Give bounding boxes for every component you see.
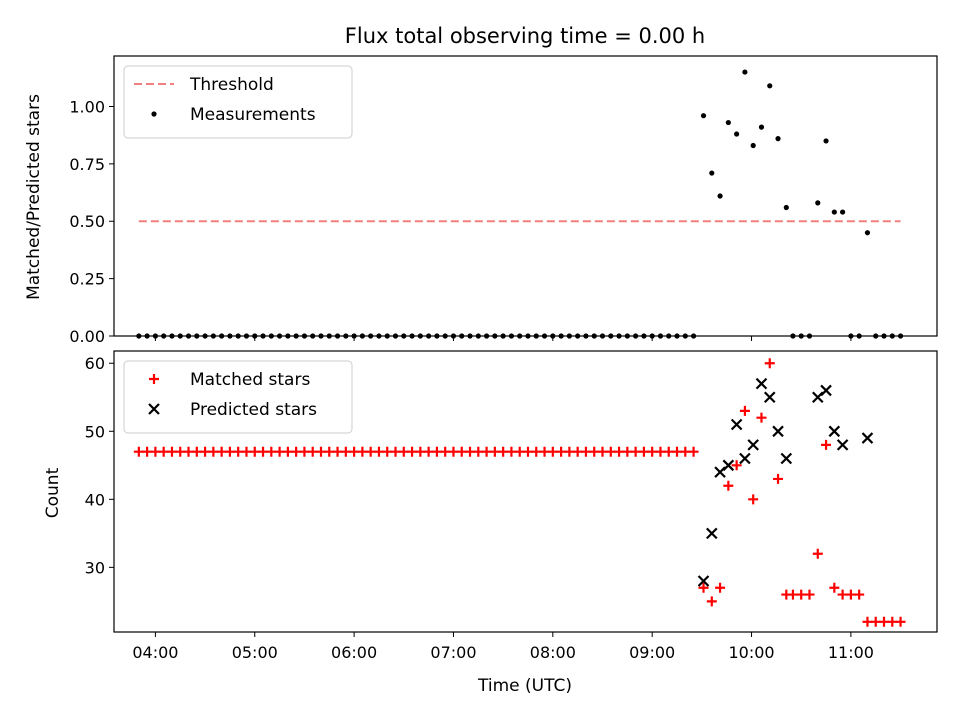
data-point xyxy=(864,230,871,236)
data-point xyxy=(758,124,765,130)
data-point xyxy=(750,142,756,149)
data-point xyxy=(815,200,821,206)
y-tick-label: 0.25 xyxy=(69,270,105,289)
data-point xyxy=(861,432,874,444)
data-point xyxy=(739,452,751,465)
x-tick-label: 09:00 xyxy=(629,643,675,662)
data-point xyxy=(756,412,767,423)
data-point xyxy=(717,193,723,199)
data-point xyxy=(823,138,829,144)
data-point xyxy=(723,480,734,491)
x-tick-label: 08:00 xyxy=(530,643,576,662)
data-point xyxy=(706,596,717,607)
top-plot: 0.00 0.25 0.50 0.75 1.00 Threshold Measurement… xyxy=(69,55,938,346)
data-point xyxy=(767,83,773,89)
x-tick-label: 06:00 xyxy=(331,643,377,662)
data-point xyxy=(755,377,768,390)
y-tick-label: 40 xyxy=(85,490,105,509)
data-point xyxy=(895,616,906,627)
y-tick-label: 0.50 xyxy=(69,212,105,231)
x-tick-label: 04:00 xyxy=(132,643,178,662)
data-point xyxy=(775,136,781,142)
plot-frame xyxy=(113,55,938,337)
legend-marker xyxy=(148,403,160,415)
bottom-y-axis-label: Count xyxy=(43,467,63,518)
y-tick-label: 0.00 xyxy=(69,327,105,346)
data-point xyxy=(804,589,815,600)
y-tick-label: 30 xyxy=(85,558,105,577)
legend-label: Threshold xyxy=(189,75,274,95)
data-point xyxy=(836,439,849,451)
legend-box xyxy=(123,360,353,434)
data-point xyxy=(828,425,841,438)
x-axis-label: Time (UTC) xyxy=(477,676,572,696)
data-point xyxy=(772,425,784,438)
data-point xyxy=(812,548,823,559)
legend-marker xyxy=(151,111,157,117)
data-point xyxy=(829,582,840,593)
data-point xyxy=(763,391,776,404)
data-point xyxy=(854,589,865,600)
data-point xyxy=(747,439,759,451)
data-point xyxy=(748,494,759,505)
bottom-plot: 30 40 50 60 04:00 05:00 06:00 07:00 08:00 09:00 10… xyxy=(85,350,938,662)
x-tick-label: 07:00 xyxy=(430,643,476,662)
data-point xyxy=(820,384,832,397)
data-point xyxy=(821,439,832,450)
data-point xyxy=(709,170,715,176)
top-y-axis-label: Matched/Predicted stars xyxy=(24,94,44,300)
data-point xyxy=(731,460,742,471)
legend-label: Measurements xyxy=(190,105,316,125)
x-tick-label: 05:00 xyxy=(232,643,278,662)
data-point xyxy=(840,209,846,215)
data-point xyxy=(722,459,735,472)
data-point xyxy=(706,527,718,540)
data-point xyxy=(764,358,775,369)
data-point xyxy=(739,405,750,416)
data-point xyxy=(742,69,748,75)
legend-label: Matched stars xyxy=(190,370,310,390)
legend-label: Predicted stars xyxy=(190,400,317,420)
legend-box xyxy=(123,65,353,139)
data-point xyxy=(688,446,699,457)
plot-frame xyxy=(113,350,938,633)
data-point xyxy=(780,452,793,465)
data-point xyxy=(831,209,837,215)
data-point xyxy=(783,204,789,211)
x-tick-label: 11:00 xyxy=(828,643,874,662)
data-point xyxy=(700,113,707,119)
data-point xyxy=(697,575,710,587)
x-tick-label: 10:00 xyxy=(728,643,774,662)
y-tick-label: 60 xyxy=(85,354,105,373)
legend-marker xyxy=(149,374,159,384)
data-point xyxy=(730,418,743,431)
chart-title: Flux total observing time = 0.00 h xyxy=(345,24,705,48)
y-tick-label: 50 xyxy=(85,422,105,441)
data-point xyxy=(715,582,726,593)
data-point xyxy=(773,473,784,484)
data-point xyxy=(725,119,731,126)
data-point xyxy=(698,582,709,593)
data-point xyxy=(734,131,740,137)
y-tick-label: 0.75 xyxy=(69,155,105,174)
y-tick-label: 1.00 xyxy=(69,97,105,116)
